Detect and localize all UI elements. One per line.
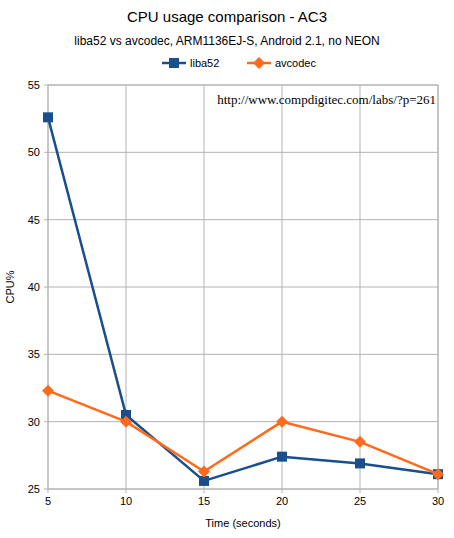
data-point [276,416,288,428]
data-point [43,112,53,122]
legend-label: avcodec [275,57,316,69]
tick-label-y: 40 [28,281,40,293]
data-point [355,458,365,468]
data-point [432,468,444,480]
title: CPU usage comparison - AC3 [127,8,327,25]
tick-label-x: 10 [120,495,132,507]
tick-label-y: 25 [28,483,40,495]
tick-label-x: 5 [45,495,51,507]
x-axis-label: Time (seconds) [205,517,280,529]
chart-svg: CPU usage comparison - AC3 liba52 vs avco… [0,0,454,538]
tick-x [282,489,283,493]
tick-label-x: 30 [432,495,444,507]
legend-label: liba52 [190,57,219,69]
tick-y [44,85,48,86]
grid-line-x [204,85,205,489]
series-line [48,117,438,481]
grid-line-y [48,219,438,220]
subtitle: liba52 vs avcodec, ARM1136EJ-S, Android … [74,34,379,48]
tick-y [44,219,48,220]
tick-y [44,354,48,355]
legend: liba52 avcodec [162,57,316,69]
data-point [277,452,287,462]
tick-y [44,489,48,490]
legend-marker [169,58,179,68]
tick-label-y: 50 [28,146,40,158]
grid-line-x [360,85,361,489]
data-group [42,112,444,486]
tick-label-x: 20 [276,495,288,507]
grid [48,85,438,489]
tick-x [360,489,361,493]
tick-label-y: 30 [28,416,40,428]
y-axis-label: CPU% [4,270,16,303]
annotation: http://www.compdigitec.com/labs/?p=261 [217,92,436,107]
tick-x [126,489,127,493]
grid-line-x [282,85,283,489]
grid-line-x [126,85,127,489]
chart-container: CPU usage comparison - AC3 liba52 vs avco… [0,0,454,538]
series-line [48,391,438,474]
tick-y [44,287,48,288]
grid-line-y [48,354,438,355]
tick-x [438,489,439,493]
tick-y [44,152,48,153]
legend-marker [253,57,265,69]
data-point [354,436,366,448]
tick-x [204,489,205,493]
tick-label-y: 45 [28,214,40,226]
grid-line-y [48,421,438,422]
grid-line-y [48,287,438,288]
data-point [120,416,132,428]
tick-label-y: 55 [28,79,40,91]
tick-label-x: 25 [354,495,366,507]
tick-label-x: 15 [198,495,210,507]
tick-label-y: 35 [28,348,40,360]
data-point [198,465,210,477]
tick-x [48,489,49,493]
grid-line-y [48,152,438,153]
data-point [433,469,443,479]
tick-y [44,421,48,422]
data-point [42,385,54,397]
plot-frame [48,85,438,489]
